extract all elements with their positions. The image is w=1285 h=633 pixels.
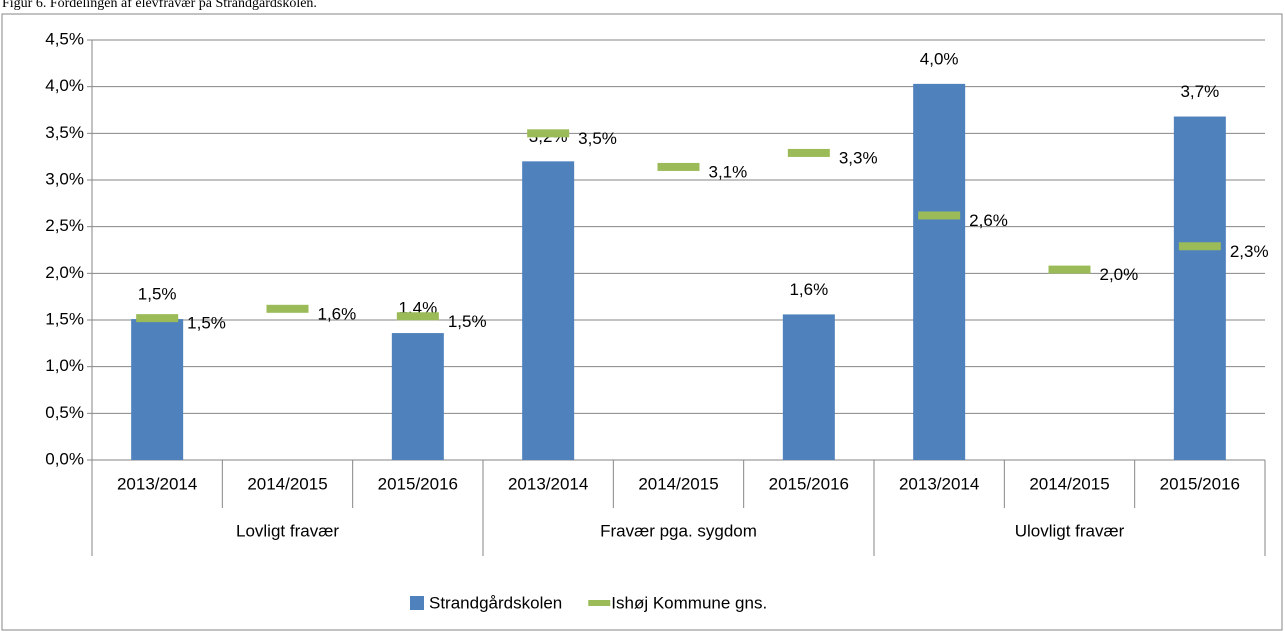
bar bbox=[131, 319, 184, 460]
x-tick-label: 2015/2016 bbox=[378, 474, 458, 493]
marker bbox=[657, 162, 700, 171]
group-label: Fravær pga. sygdom bbox=[600, 521, 757, 540]
chart-border bbox=[1, 13, 1283, 631]
x-tick-label: 2015/2016 bbox=[1160, 474, 1240, 493]
value-label: 3,1% bbox=[709, 162, 748, 181]
marker bbox=[1048, 265, 1091, 274]
marker bbox=[1178, 242, 1221, 251]
y-tick-label: 1,0% bbox=[45, 356, 84, 375]
y-tick-label: 0,0% bbox=[45, 449, 84, 468]
marker bbox=[396, 312, 439, 321]
bar bbox=[1173, 116, 1226, 461]
value-label: 1,5% bbox=[187, 314, 226, 333]
x-tick-label: 2015/2016 bbox=[769, 474, 849, 493]
value-label: 1,6% bbox=[318, 304, 357, 323]
legend-label: Ishøj Kommune gns. bbox=[611, 593, 767, 612]
y-tick-label: 3,5% bbox=[45, 123, 84, 142]
x-tick-label: 2014/2015 bbox=[247, 474, 327, 493]
y-tick-label: 4,0% bbox=[45, 76, 84, 95]
x-tick-label: 2013/2014 bbox=[117, 474, 197, 493]
y-tick-label: 0,5% bbox=[45, 403, 84, 422]
y-tick-label: 4,5% bbox=[45, 29, 84, 48]
value-label: 4,0% bbox=[920, 49, 959, 68]
marker bbox=[136, 314, 179, 323]
marker bbox=[527, 129, 570, 138]
x-tick-label: 2013/2014 bbox=[899, 474, 979, 493]
chart-title: Figur 6. Fordelingen af elevfravær på St… bbox=[2, 0, 317, 11]
y-tick-label: 3,0% bbox=[45, 169, 84, 188]
marker bbox=[266, 304, 309, 313]
value-label: 1,5% bbox=[138, 285, 177, 304]
value-label: 3,7% bbox=[1180, 82, 1219, 101]
legend-label: Strandgårdskolen bbox=[429, 593, 562, 612]
y-tick-label: 2,5% bbox=[45, 216, 84, 235]
value-label: 2,6% bbox=[969, 211, 1008, 230]
value-label: 3,5% bbox=[578, 129, 617, 148]
y-tick-label: 2,0% bbox=[45, 263, 84, 282]
x-tick-label: 2014/2015 bbox=[638, 474, 718, 493]
marker bbox=[787, 148, 830, 157]
value-label: 3,3% bbox=[839, 148, 878, 167]
marker bbox=[918, 211, 961, 220]
bar bbox=[522, 161, 575, 461]
legend-swatch bbox=[410, 596, 424, 610]
bar bbox=[913, 83, 966, 460]
y-tick-label: 1,5% bbox=[45, 309, 84, 328]
x-tick-label: 2014/2015 bbox=[1029, 474, 1109, 493]
group-label: Lovligt fravær bbox=[236, 521, 339, 540]
bar bbox=[391, 333, 444, 460]
legend-swatch bbox=[588, 600, 611, 606]
value-label: 2,0% bbox=[1100, 265, 1139, 284]
value-label: 2,3% bbox=[1230, 242, 1269, 261]
value-label: 1,6% bbox=[789, 280, 828, 299]
bar bbox=[782, 314, 835, 460]
value-label: 1,5% bbox=[448, 312, 487, 331]
group-label: Ulovligt fravær bbox=[1015, 521, 1125, 540]
x-tick-label: 2013/2014 bbox=[508, 474, 588, 493]
